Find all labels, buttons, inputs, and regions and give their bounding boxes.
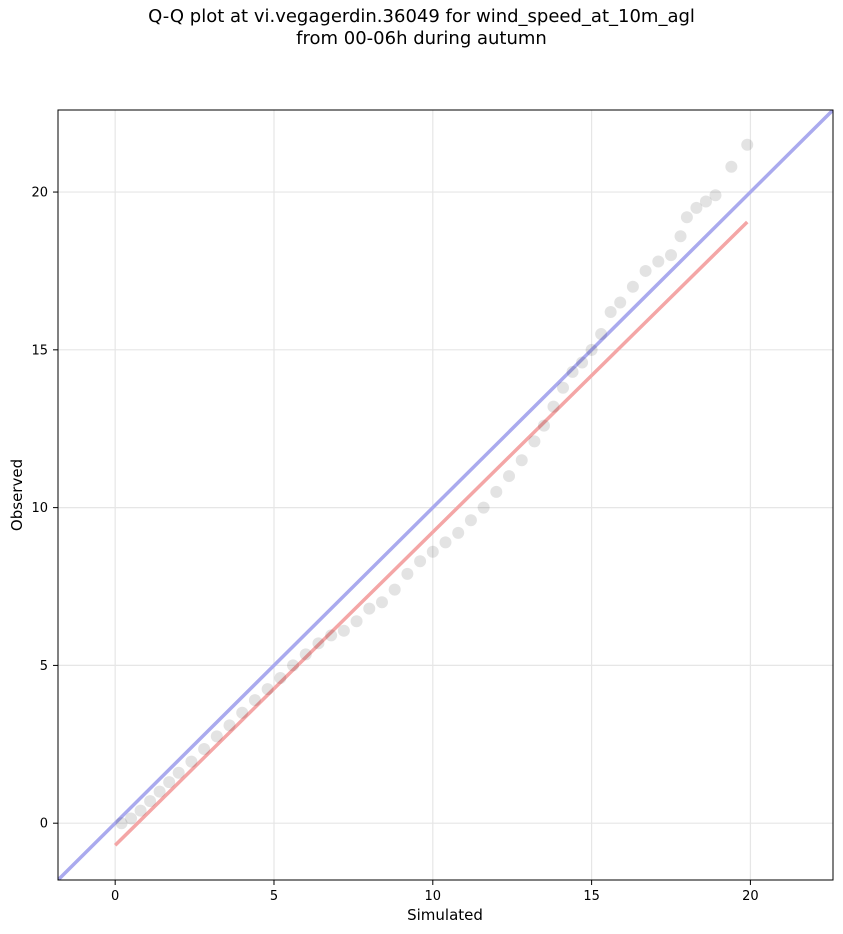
- y-tick-label: 0: [40, 817, 48, 832]
- plot-frame: [57, 109, 834, 881]
- grid: [58, 110, 833, 880]
- qq-point: [699, 195, 712, 208]
- qq-point: [248, 694, 261, 707]
- qq-point: [125, 812, 138, 825]
- qq-point: [464, 514, 477, 527]
- fit-line: [113, 220, 749, 847]
- x-tick-label: 5: [270, 889, 278, 904]
- chart-title-line-2: from 00-06h during autumn: [296, 28, 547, 49]
- qq-point: [652, 255, 665, 268]
- qq-point: [665, 249, 678, 262]
- qq-point: [414, 555, 427, 568]
- qq-point: [210, 730, 223, 743]
- y-axis-label: Observed: [8, 459, 26, 531]
- qq-point: [337, 624, 350, 637]
- lines-layer: [58, 110, 833, 880]
- qq-point: [172, 766, 185, 779]
- reference-line-1to1: [58, 110, 833, 880]
- qq-point: [426, 545, 439, 558]
- qq-point: [557, 381, 570, 394]
- qq-point: [604, 305, 617, 318]
- qq-point: [709, 189, 722, 202]
- x-tick-label: 15: [583, 889, 600, 904]
- qq-point: [287, 659, 300, 672]
- qq-point: [547, 400, 560, 413]
- x-tick-label: 20: [742, 889, 759, 904]
- qq-point: [325, 629, 338, 642]
- qq-point: [134, 804, 147, 817]
- qq-point: [350, 615, 363, 628]
- qq-point: [639, 264, 652, 277]
- qq-point: [490, 485, 503, 498]
- qq-point: [401, 567, 414, 580]
- qq-point: [198, 743, 211, 756]
- x-tick-label: 10: [425, 889, 442, 904]
- qq-point: [299, 648, 312, 661]
- qq-point: [261, 683, 274, 696]
- qq-point: [477, 501, 490, 514]
- qq-point: [576, 356, 589, 369]
- qq-point: [388, 583, 401, 596]
- qq-point: [725, 160, 738, 173]
- qq-point: [537, 419, 550, 432]
- qq-point: [503, 470, 516, 483]
- qq-point: [363, 602, 376, 615]
- qq-point: [680, 211, 693, 224]
- qq-point: [626, 280, 639, 293]
- qq-point: [439, 536, 452, 549]
- x-axis-label: Simulated: [407, 906, 483, 924]
- y-tick-label: 10: [31, 501, 48, 516]
- qq-point: [115, 817, 128, 830]
- qq-point: [595, 328, 608, 341]
- qq-point: [312, 637, 325, 650]
- qq-point: [144, 795, 157, 808]
- qq-point: [163, 776, 176, 789]
- x-tick-label: 0: [111, 889, 119, 904]
- x-axis: 0 5 10 15 20: [111, 880, 759, 904]
- qq-point: [741, 138, 754, 151]
- qq-point: [674, 230, 687, 243]
- points-layer: [115, 138, 754, 830]
- qq-point: [515, 454, 528, 467]
- y-axis: 0 5 10 15 20: [31, 186, 58, 832]
- qq-point: [614, 296, 627, 309]
- qq-point: [528, 435, 541, 448]
- y-tick-label: 20: [31, 186, 48, 201]
- qq-point: [274, 672, 287, 685]
- y-tick-label: 15: [31, 343, 48, 358]
- qq-point: [153, 785, 166, 798]
- qq-point: [236, 706, 249, 719]
- chart-title-line-1: Q-Q plot at vi.vegagerdin.36049 for wind…: [148, 6, 695, 27]
- qq-point: [690, 201, 703, 214]
- qq-point: [585, 343, 598, 356]
- qq-point: [185, 755, 198, 768]
- qq-point: [452, 526, 465, 539]
- qq-point: [223, 719, 236, 732]
- y-tick-label: 5: [40, 659, 48, 674]
- qq-point: [375, 596, 388, 609]
- qq-point: [566, 365, 579, 378]
- chart-title: Q-Q plot at vi.vegagerdin.36049 for wind…: [0, 6, 843, 50]
